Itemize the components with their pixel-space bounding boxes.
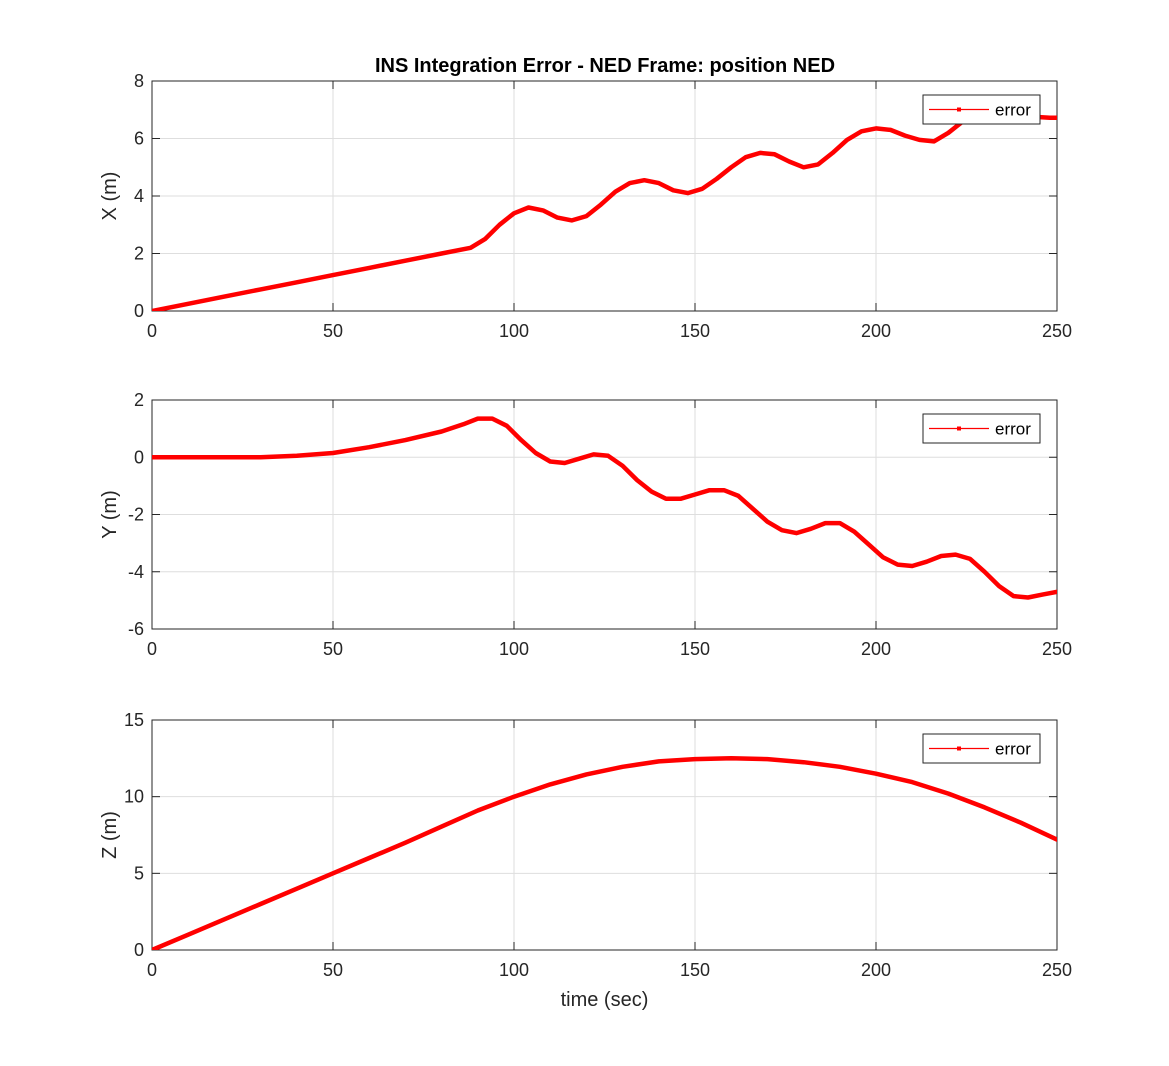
legend: error	[922, 94, 1041, 125]
y-tick-label: 0	[134, 447, 144, 467]
legend-marker	[957, 107, 961, 112]
x-tick-label: 0	[147, 321, 157, 341]
x-tick-label: 0	[147, 639, 157, 659]
x-tick-label: 50	[323, 639, 343, 659]
x-tick-label: 0	[147, 960, 157, 980]
y-tick-label: 8	[134, 71, 144, 91]
y-tick-label: 0	[134, 301, 144, 321]
y-tick-label: 10	[124, 787, 144, 807]
x-tick-label: 250	[1042, 639, 1072, 659]
x-tick-label: 150	[680, 960, 710, 980]
x-tick-label: 100	[499, 960, 529, 980]
x-axis-label: time (sec)	[561, 989, 649, 1011]
x-tick-label: 50	[323, 960, 343, 980]
y-tick-label: 5	[134, 863, 144, 883]
legend: error	[922, 413, 1041, 444]
x-tick-label: 200	[861, 321, 891, 341]
y-axis-label: X (m)	[99, 172, 121, 221]
series-line-error	[152, 108, 1057, 311]
y-axis-label: Z (m)	[99, 811, 121, 859]
y-tick-label: 15	[124, 710, 144, 730]
y-tick-label: -6	[128, 619, 144, 639]
subplot-z-position: 0 50 100 150 200 250 0 5 10 15 Z (m) time (sec) erro…	[99, 710, 1072, 1011]
x-tick-label: 150	[680, 321, 710, 341]
subplot-y-position: 0 50 100 150 200 250 -6 -4 -2 0 2 Y (m) error	[99, 390, 1072, 659]
x-tick-label: 200	[861, 639, 891, 659]
subplot-x-position: 0 50 100 150 200 250 0 2 4 6 8 X (m) error	[99, 71, 1072, 341]
x-tick-label: 50	[323, 321, 343, 341]
legend-marker	[957, 746, 961, 751]
legend-marker	[957, 426, 961, 431]
series-line-error	[152, 416, 1057, 600]
plot-area	[152, 720, 1057, 950]
legend-label: error	[995, 420, 1031, 439]
legend-label: error	[995, 740, 1031, 759]
axes-box	[151, 719, 1058, 951]
y-tick-label: 2	[134, 390, 144, 410]
y-tick-label: 6	[134, 129, 144, 149]
x-tick-label: 100	[499, 321, 529, 341]
x-tick-label: 200	[861, 960, 891, 980]
series-line-error	[152, 756, 1057, 950]
y-tick-label: -2	[128, 505, 144, 525]
y-tick-label: 2	[134, 244, 144, 264]
x-tick-label: 100	[499, 639, 529, 659]
y-tick-label: 4	[134, 186, 144, 206]
x-tick-label: 250	[1042, 960, 1072, 980]
x-tick-label: 150	[680, 639, 710, 659]
figure-title: INS Integration Error - NED Frame: posit…	[375, 55, 835, 77]
x-tick-label: 250	[1042, 321, 1072, 341]
y-axis-label: Y (m)	[99, 490, 121, 539]
legend-label: error	[995, 101, 1031, 120]
y-tick-label: 0	[134, 940, 144, 960]
legend: error	[922, 733, 1041, 764]
y-tick-label: -4	[128, 562, 144, 582]
